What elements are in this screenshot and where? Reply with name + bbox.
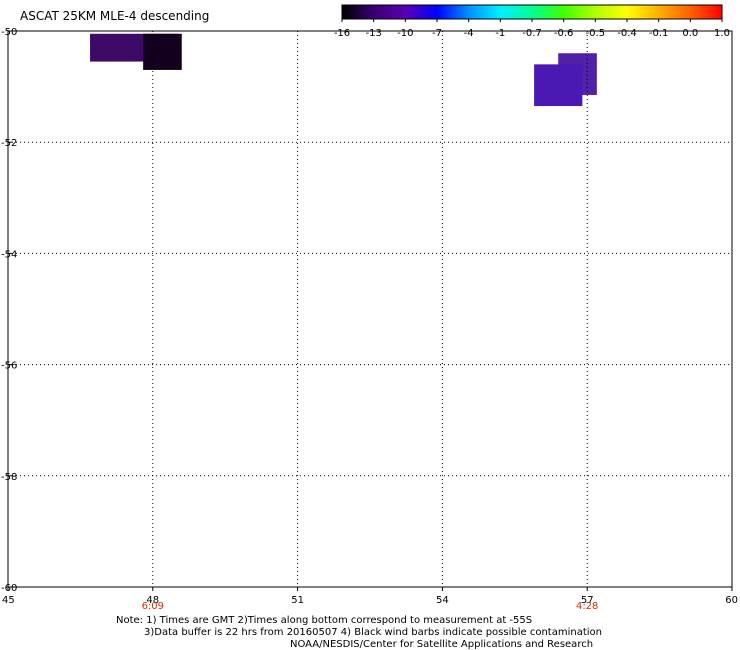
colorbar-tick-label: 0.0 (682, 28, 698, 39)
note-line-3: NOAA/NESDIS/Center for Satellite Applica… (290, 639, 594, 650)
time-label: 6:09 (142, 601, 164, 612)
y-tick-label: -52 (1, 138, 17, 149)
y-tick-label: -54 (1, 249, 17, 260)
time-label: 4:28 (576, 601, 598, 612)
x-tick-label: 60 (725, 595, 738, 606)
map-title: ASCAT 25KM MLE-4 descending (20, 9, 210, 23)
colorbar-tick-label: 1.0 (714, 28, 730, 39)
colorbar-tick-label: -13 (365, 28, 381, 39)
y-tick-label: -56 (1, 361, 17, 372)
colorbar-tick-label: -0.1 (649, 28, 669, 39)
x-tick-label: 48 (146, 595, 159, 606)
x-tick-label: 51 (291, 595, 304, 606)
x-tick-label: 57 (581, 595, 594, 606)
colorbar-tick-label: -16 (334, 28, 350, 39)
colorbar-tick-label: -0.6 (554, 28, 574, 39)
colorbar: -16 -13 -10 -7 -4 -1 -0.7 -0.6 -0.5 -0.4 -0.1 0.0 1.… (334, 4, 730, 39)
colorbar-tick-label: -1 (495, 28, 505, 39)
y-tick-label: -60 (1, 583, 17, 594)
x-tick-label: 54 (436, 595, 449, 606)
note-line-1: Note: 1) Times are GMT 2)Times along bot… (116, 615, 533, 626)
data-cell (143, 33, 182, 70)
colorbar-tick-label: -0.5 (586, 28, 606, 39)
colorbar-tick-label: -7 (432, 28, 442, 39)
y-tick-label: -50 (1, 27, 17, 38)
colorbar-tick-label: -0.7 (522, 28, 542, 39)
y-tick-label: -58 (1, 472, 17, 483)
note-line-2: 3)Data buffer is 22 hrs from 20160507 4)… (144, 627, 602, 638)
colorbar-tick-label: -10 (397, 28, 413, 39)
data-cell (534, 64, 583, 107)
colorbar-tick-label: -0.4 (617, 28, 637, 39)
map-frame (7, 30, 733, 588)
x-tick-label: 45 (2, 595, 15, 606)
colorbar-tick-label: -4 (464, 28, 474, 39)
